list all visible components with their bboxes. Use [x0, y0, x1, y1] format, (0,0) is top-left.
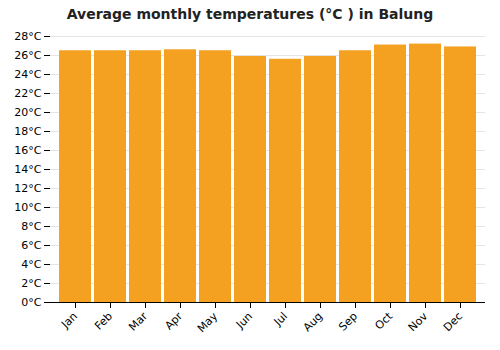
html-text:Average monthly temperatures (: Average monthly temperatures (°C ) in Ba…	[66, 6, 434, 22]
svg-text:4°C: 4°C	[21, 258, 41, 271]
svg-text:Mar: Mar	[126, 309, 150, 333]
svg-text:2°C: 2°C	[21, 277, 41, 290]
svg-text:18°C: 18°C	[14, 125, 41, 138]
svg-text:6°C: 6°C	[21, 239, 41, 252]
svg-text:Jul: Jul	[271, 310, 290, 329]
svg-text:Apr: Apr	[162, 309, 185, 332]
svg-text:10°C: 10°C	[14, 201, 41, 214]
svg-text:Jan: Jan	[58, 310, 80, 332]
svg-text:20°C: 20°C	[14, 106, 41, 119]
svg-text:Oct: Oct	[372, 309, 395, 332]
svg-text:Dec: Dec	[441, 310, 465, 334]
svg-text:12°C: 12°C	[14, 182, 41, 195]
svg-text:14°C: 14°C	[14, 163, 41, 176]
svg-text:26°C: 26°C	[14, 49, 41, 62]
svg-text:8°C: 8°C	[21, 220, 41, 233]
svg-text:Sep: Sep	[336, 310, 360, 334]
svg-text:22°C: 22°C	[14, 87, 41, 100]
svg-text:Jun: Jun	[233, 310, 255, 332]
svg-text:Aug: Aug	[301, 310, 325, 334]
svg-text:Nov: Nov	[406, 309, 431, 334]
svg-text:16°C: 16°C	[14, 144, 41, 157]
svg-text:0°C: 0°C	[21, 296, 41, 309]
svg-text:May: May	[195, 309, 221, 335]
svg-text:28°C: 28°C	[14, 30, 41, 43]
svg-text:Feb: Feb	[92, 310, 115, 333]
svg-text:24°C: 24°C	[14, 68, 41, 81]
